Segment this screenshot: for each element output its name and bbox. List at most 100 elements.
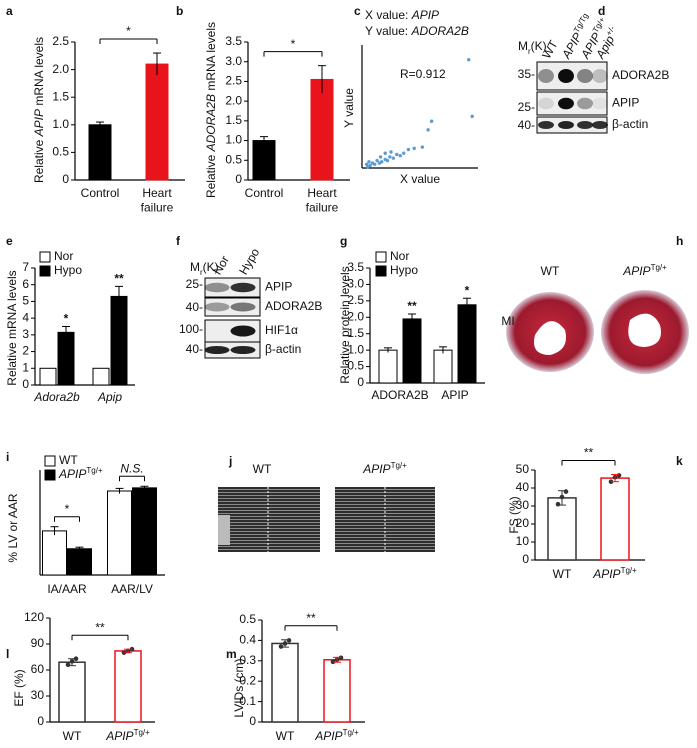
x-tick-label: Heart failure [141,186,174,214]
legend-label-part: APIP [58,467,86,481]
y-axis-label-part: mRNA levels [32,37,46,109]
bar [600,477,630,561]
mr-label-part: (K) [203,260,219,274]
x-tick-label: Adora2b [33,390,80,404]
echo-images [218,487,435,552]
point [406,147,411,152]
data-point [555,501,561,507]
y-axis-label: LVIDs (cm) [232,658,246,717]
blot-band [230,282,256,293]
panel-label: f [176,234,181,248]
y-tick-label: 0 [62,172,69,186]
y-tick-label: 3 [22,327,29,341]
mr-label-part: r [528,47,531,56]
panel-label: g [340,234,347,248]
y-tick-label: 30 [31,688,45,702]
blot-band [558,69,574,83]
blot-band [204,282,230,293]
bar [323,659,351,723]
panel-label: b [176,4,183,18]
bar [145,63,169,181]
size-marker: 100- [179,322,203,336]
bar [271,642,299,723]
x-tick-label: WT [553,567,572,581]
bar [252,140,276,181]
y-tick-label: 20 [516,516,530,530]
mr-label-part: (K) [531,39,547,53]
blot-band [558,97,574,110]
blot-band [204,302,230,312]
panel-label: j [228,454,232,468]
legend-label: APIPTg/+ [58,466,103,482]
y-tick-label: 3.0 [347,277,364,291]
point [429,119,434,123]
x-tick-label-part: Adora2b [33,390,80,404]
caption-part: APIP [411,8,439,22]
blot-band [230,346,256,354]
caption-part: ADORA2B [410,24,468,38]
x-tick-label: Control [245,186,284,200]
x-tick-label-part: APIP [592,567,620,581]
blot-band [577,69,593,83]
x-tick-label: AAR/LV [111,582,153,596]
significance: ** [95,620,105,634]
y-axis-label: Relative protein levels [338,266,352,383]
mr-label-part: M [518,39,528,53]
row-label: APIP [612,96,639,110]
blot-band [230,325,256,337]
data-point [286,638,292,643]
y-tick-label: 0 [522,552,529,566]
significance-part: N.S. [120,461,143,475]
y-tick-label: 0.5 [347,359,364,373]
y-tick-label: 2.0 [225,93,242,107]
panel-label: a [6,4,13,18]
panel-label: m [226,647,237,661]
y-tick-label: 2.5 [347,293,364,307]
infarct-images [506,290,689,374]
legend-swatch [44,469,56,481]
panel-label: c [354,4,361,18]
bar [88,124,112,181]
legend-label: Nor [390,249,409,263]
bar [402,318,422,384]
blot-band [204,346,230,354]
row-label: β-actin [265,342,301,356]
panel-label: h [676,234,683,248]
point [426,128,430,132]
y-tick-label: 5 [22,294,29,308]
data-point [65,662,71,668]
row-label: ADORA2B [612,68,669,82]
image-label-part: APIP [362,462,390,476]
point [367,160,371,164]
y-axis-label: Relative mRNA levels [5,270,19,385]
size-marker: 25- [186,277,203,291]
y-tick-label: 0 [235,172,242,186]
legend-label-part: Tg/+ [86,466,103,475]
y-axis-label: Relative APIP mRNA levels [32,37,46,183]
row-label: HIF1α [265,323,298,337]
row-label: ADORA2B [265,299,322,313]
correlation: R=0.912 [400,67,446,81]
y-axis-label-part: mRNA levels [204,22,218,94]
image-label: WT [253,462,272,476]
point [420,145,425,149]
y-axis-label-part: APIP [32,109,46,137]
point [470,114,474,119]
y-axis-label-part: Relative [32,136,46,183]
x-tick-label-part: APIP [105,729,133,743]
point [383,157,387,162]
x-tick-label-part: APIP [314,729,342,743]
bar [433,349,453,384]
lane-label-part: Tg/Tg [572,12,590,35]
y-tick-label: 6 [22,277,29,291]
image-label: WT [541,264,560,278]
size-marker: 40- [518,118,535,132]
blot-band [577,97,593,110]
bar [110,295,128,386]
image-label-part: Tg/+ [391,461,408,470]
panel-label: d [598,4,605,18]
legend-label: Nor [54,249,73,263]
bar [310,78,334,181]
bar [39,367,57,386]
y-tick-label: 0.3 [239,653,256,667]
